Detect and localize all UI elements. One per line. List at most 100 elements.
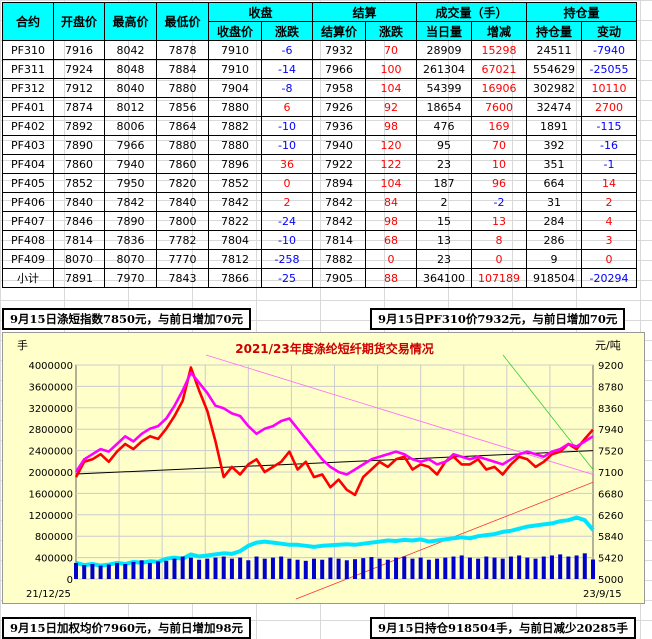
table-cell: 3: [581, 230, 637, 250]
volume-bar: [254, 556, 259, 579]
table-cell: 187: [416, 173, 472, 193]
table-cell: 6: [261, 97, 313, 117]
table-cell: 10110: [581, 78, 637, 98]
table-cell: 104: [365, 78, 417, 98]
y-right-tick: 7100: [598, 468, 623, 479]
head-vol-day: 当日量: [416, 21, 472, 41]
quotes-table: 合约 开盘价 最高价 最低价 收盘 结算 成交量（手） 持仓量 收盘价 涨跌 结…: [2, 2, 637, 288]
table-cell: 7600: [471, 97, 527, 117]
table-cell: 7916: [53, 40, 105, 60]
table-cell: PF402: [2, 116, 54, 136]
volume-bar: [467, 557, 472, 579]
table-cell: 8070: [104, 249, 157, 269]
series-line-1: [74, 371, 594, 476]
table-row: 小计 7891 7970 7843 7866 -25 7905 88 364100 107189 9…: [2, 268, 637, 288]
table-cell: 7820: [156, 173, 209, 193]
table-cell: 88: [365, 268, 417, 288]
table-cell: PF310: [2, 40, 54, 60]
y-left-tick: 1600000: [28, 489, 73, 500]
table-cell: 7866: [208, 268, 262, 288]
table-cell: 24511: [526, 40, 582, 60]
volume-bar: [311, 558, 316, 579]
table-cell: 54399: [416, 78, 472, 98]
volume-bar: [476, 558, 481, 579]
table-cell: 28909: [416, 40, 472, 60]
table-cell: 302982: [526, 78, 582, 98]
head-volume: 成交量（手）: [416, 2, 527, 22]
table-cell: 96: [471, 173, 527, 193]
head-oi-val: 持仓量: [526, 21, 582, 41]
table-row: PF402 7892 8006 7864 7882 -10 7936 98 476 169 1891…: [2, 116, 637, 136]
table-cell: 7804: [208, 230, 262, 250]
table-cell: 7864: [156, 116, 209, 136]
table-cell: 8042: [104, 40, 157, 60]
volume-bar: [484, 556, 489, 579]
y-left-tick: 4000000: [28, 361, 73, 372]
volume-bar: [336, 558, 341, 579]
table-cell: -8: [261, 78, 313, 98]
table-cell: 7846: [53, 211, 105, 231]
volume-bar: [82, 565, 87, 579]
table-cell: 7958: [312, 78, 366, 98]
table-cell: 98: [365, 211, 417, 231]
table-row: PF405 7852 7950 7820 7852 0 7894 104 187 96 664 14: [2, 173, 637, 193]
volume-bar: [221, 556, 226, 579]
table-cell: -258: [261, 249, 313, 269]
table-cell: PF408: [2, 230, 54, 250]
note-pf310: 9月15日PF310价7932元，与前日增加70元: [370, 308, 626, 330]
table-cell: PF311: [2, 59, 54, 79]
table-cell: 0: [261, 173, 313, 193]
table-cell: 70: [365, 40, 417, 60]
table-cell: -16: [581, 135, 637, 155]
table-cell: 7932: [312, 40, 366, 60]
table-cell: PF401: [2, 97, 54, 117]
table-row: PF406 7840 7842 7840 7842 2 7842 84 2 -2 31 2: [2, 192, 637, 212]
table-cell: -1: [581, 154, 637, 174]
table-cell: 2: [581, 192, 637, 212]
table-cell: 84: [365, 192, 417, 212]
table-head-top: 合约 开盘价 最高价 最低价 收盘 结算 成交量（手） 持仓量: [2, 2, 637, 41]
head-vol-chg: 增减: [471, 21, 527, 41]
table-cell: 284: [526, 211, 582, 231]
table-row: PF310 7916 8042 7878 7910 -6 7932 70 28909 15298 2…: [2, 40, 637, 60]
volume-bar: [139, 560, 144, 579]
series-line-0: [74, 366, 594, 497]
note-index: 9月15日涤短指数7850元，与前日增加70元: [2, 308, 252, 330]
y-right-tick: 6260: [598, 511, 623, 522]
table-cell: 13: [471, 211, 527, 231]
y-right-tick: 7520: [598, 447, 623, 458]
volume-bar: [213, 557, 218, 579]
table-cell: 7852: [208, 173, 262, 193]
table-cell: 36: [261, 154, 313, 174]
table-cell: 8006: [104, 116, 157, 136]
chart-panel: 4000000 9200 3600000 8780 3200000 8360 2800000…: [2, 332, 645, 604]
trend-line-green: [502, 354, 594, 470]
note-open-interest: 9月15日持仓918504手，与前日减少20285手: [370, 617, 637, 639]
y-left-tick: 3200000: [28, 404, 73, 415]
y-right-tick: 9200: [598, 361, 623, 372]
table-cell: 107189: [471, 268, 527, 288]
table-cell: 7860: [53, 154, 105, 174]
table-cell: -10: [261, 230, 313, 250]
table-cell: PF407: [2, 211, 54, 231]
table-cell: 7905: [312, 268, 366, 288]
table-cell: -6: [261, 40, 313, 60]
y-left-tick: 2400000: [28, 447, 73, 458]
table-cell: 7842: [312, 192, 366, 212]
y-right-tick: 5000: [598, 575, 623, 586]
volume-bar: [418, 557, 423, 579]
y-right-tick: 8360: [598, 404, 623, 415]
table-cell: 7878: [156, 40, 209, 60]
head-contract: 合约: [2, 2, 54, 41]
table-cell: 7880: [156, 78, 209, 98]
y-left-tick: 2800000: [28, 425, 73, 436]
table-cell: -25: [261, 268, 313, 288]
table-cell: 7882: [312, 249, 366, 269]
volume-bar: [410, 558, 415, 579]
table-row: PF408 7814 7836 7782 7804 -10 7814 68 13 8 286 3: [2, 230, 637, 250]
table-cell: 92: [365, 97, 417, 117]
table-cell: 13: [416, 230, 472, 250]
table-row: PF404 7860 7940 7860 7896 36 7922 122 23 10 351 -1: [2, 154, 637, 174]
volume-bar: [533, 558, 538, 579]
